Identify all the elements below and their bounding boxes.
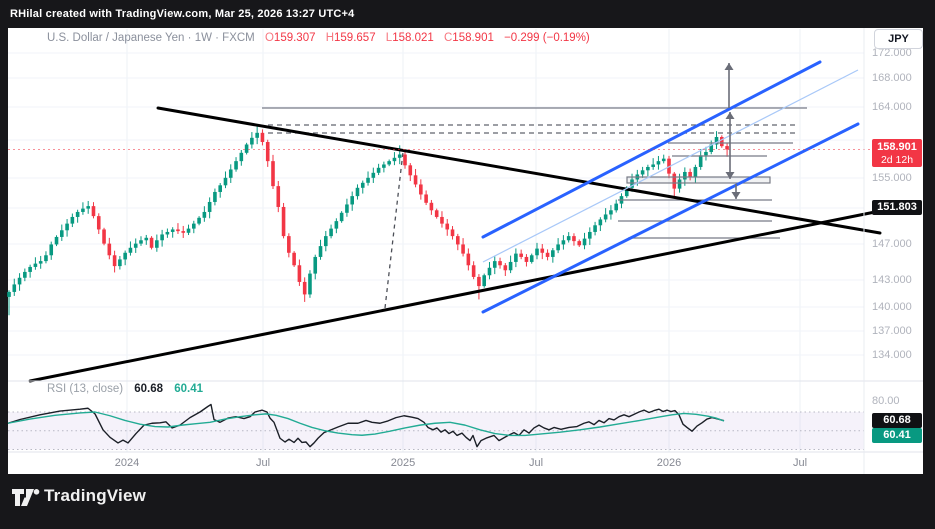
time-tick-label: Jul: [792, 457, 808, 469]
price-tick-label: 140.000: [872, 301, 912, 313]
open-letter: O: [264, 32, 274, 44]
attribution-text: RHilal created with TradingView.com, Mar…: [10, 8, 355, 20]
symbol-title[interactable]: U.S. Dollar / Japanese Yen: [47, 32, 185, 44]
tradingview-logo-icon[interactable]: [12, 488, 40, 507]
currency-jpy-button[interactable]: JPY: [874, 29, 923, 49]
price-tick-label: 137.000: [872, 325, 912, 337]
rsi-value-label: 60.68: [872, 413, 922, 428]
price-tick-label: 134.000: [872, 349, 912, 361]
tradingview-wordmark[interactable]: TradingView: [44, 486, 147, 505]
symbol-legend: U.S. Dollar / Japanese Yen · 1W · FXCM O…: [47, 32, 590, 44]
open-value: 159.307: [273, 32, 316, 44]
trendline-price-label: 151.803: [872, 200, 922, 215]
close-letter: C: [443, 32, 453, 44]
last-price-value: 158.901: [877, 141, 917, 153]
rsi-title[interactable]: RSI (13, close): [47, 383, 124, 395]
last-price-label: 158.901 2d 12h: [872, 139, 922, 167]
bar-countdown: 2d 12h: [880, 154, 914, 166]
price-tick-label: 143.000: [872, 274, 912, 286]
rsi-tick-label: 80.00: [872, 395, 900, 407]
time-tick-label: 2026: [656, 457, 682, 469]
change-value: −0.299 (−0.19%): [504, 32, 590, 44]
rsi-ma-current-value: 60.41: [174, 383, 204, 395]
time-tick-label: Jul: [528, 457, 544, 469]
time-tick-label: 2025: [390, 457, 416, 469]
price-tick-label: 168.000: [872, 72, 912, 84]
footer-bar: TradingView: [0, 474, 935, 529]
price-tick-label: 164.000: [872, 101, 912, 113]
rsi-legend: RSI (13, close) 60.68 60.41: [47, 383, 203, 395]
low-value: 158.021: [392, 32, 434, 44]
close-value: 158.901: [452, 32, 494, 44]
low-letter: L: [385, 32, 393, 44]
rsi-current-value: 60.68: [134, 383, 164, 395]
top-attribution-bar: RHilal created with TradingView.com, Mar…: [0, 0, 935, 28]
price-tick-label: 155.000: [872, 172, 912, 184]
time-tick-label: 2024: [114, 457, 140, 469]
exchange-label: FXCM: [222, 32, 255, 44]
high-letter: H: [325, 32, 335, 44]
price-tick-label: 172.000: [872, 47, 912, 59]
chart-surface[interactable]: [8, 28, 923, 474]
interval-label[interactable]: 1W: [194, 32, 212, 44]
rsi-ma-value-label: 60.41: [872, 428, 922, 443]
price-tick-label: 147.000: [872, 238, 912, 250]
high-value: 159.657: [334, 32, 376, 44]
time-tick-label: Jul: [255, 457, 271, 469]
